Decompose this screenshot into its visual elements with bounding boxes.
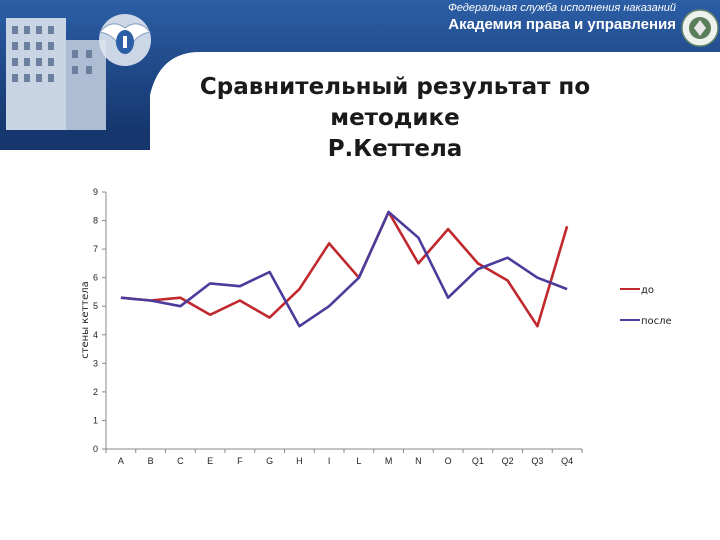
x-tick-label: G — [266, 456, 273, 466]
x-tick-label: F — [237, 456, 243, 466]
x-tick-label: Q4 — [561, 456, 573, 466]
x-tick-label: H — [296, 456, 303, 466]
x-tick-label: B — [148, 456, 154, 466]
header-banner — [0, 0, 720, 150]
slide-title-line1: Сравнительный результат по методике — [199, 74, 591, 131]
y-tick-label: 3 — [93, 358, 98, 368]
x-tick-label: Q3 — [531, 456, 543, 466]
org-name-line1: Федеральная служба исполнения наказаний — [448, 2, 676, 14]
academy-logo-icon — [681, 9, 719, 47]
building-image — [6, 18, 106, 130]
emblem-icon — [99, 14, 151, 66]
x-tick-label: L — [356, 456, 361, 466]
chart-axes: 0 1 2 3 4 5 6 7 8 9 A B C E F G H I L M N O Q1 Q2 Q3 Q4 — [93, 187, 583, 466]
legend-label-1: до — [641, 285, 654, 296]
x-tick-label: Q1 — [472, 456, 484, 466]
y-tick-label: 6 — [93, 273, 98, 283]
x-tick-label: N — [415, 456, 422, 466]
y-tick-label: 1 — [93, 415, 98, 425]
y-tick-label: 2 — [93, 387, 98, 397]
x-tick-label: A — [118, 456, 124, 466]
x-tick-label: C — [177, 456, 184, 466]
slide-title-line2: Р.Кеттела — [327, 136, 463, 162]
x-tick-label: I — [328, 456, 331, 466]
chart-legend: до после — [620, 285, 672, 327]
banner-shape — [0, 0, 720, 130]
x-tick-label: E — [207, 456, 213, 466]
series-line-1 — [120, 210, 569, 328]
chart-series — [120, 210, 569, 328]
legend-label-2: после — [641, 316, 672, 327]
y-tick-label: 9 — [93, 187, 98, 197]
x-tick-label: O — [445, 456, 452, 466]
y-tick-label: 7 — [93, 244, 98, 254]
y-tick-label: 5 — [93, 301, 98, 311]
x-tick-label: Q2 — [502, 456, 514, 466]
slide-title: Сравнительный результат по методике Р.Ке… — [150, 72, 640, 165]
y-tick-label: 8 — [93, 216, 98, 226]
series-line-2 — [120, 210, 568, 328]
org-name-line2: Академия права и управления — [448, 16, 676, 33]
y-tick-label: 0 — [93, 444, 98, 454]
y-tick-label: 4 — [93, 330, 98, 340]
y-axis-label: стены кеттела — [80, 281, 91, 359]
x-tick-label: M — [385, 456, 393, 466]
